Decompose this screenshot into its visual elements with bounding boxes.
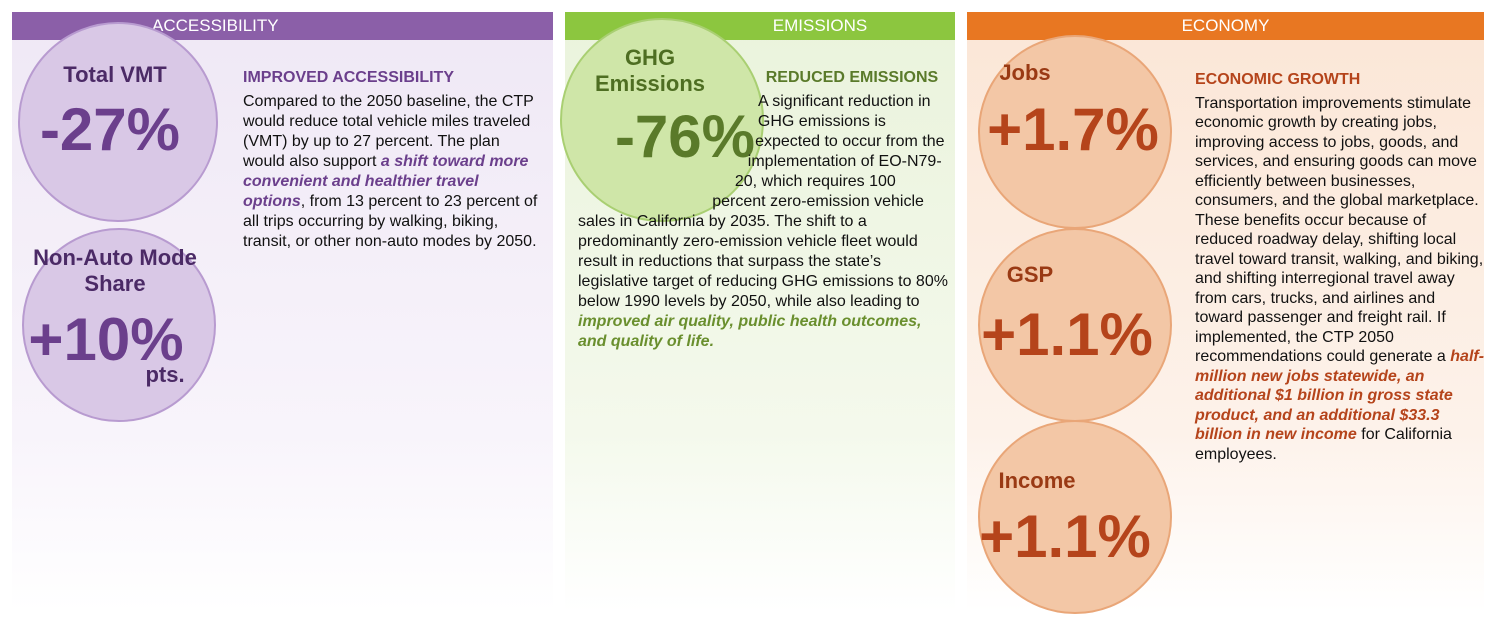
stat-circle: [560, 18, 764, 222]
stat-unit: pts.: [145, 362, 185, 387]
stat-label: Non-Auto Mode Share: [33, 245, 197, 296]
stat-label: GHG Emissions: [594, 45, 706, 96]
body-text: , from 13 percent to 23 percent of all t…: [243, 193, 538, 250]
stat-circle: [978, 228, 1172, 422]
body-text: Transportation improvements stimulate ec…: [1195, 94, 1484, 366]
body-text: for California employees.: [1195, 426, 1452, 463]
stat-label: Jobs: [999, 60, 1051, 85]
body-text: Compared to the 2050 baseline, the CTP w…: [243, 93, 534, 170]
panel-heading: REDUCED EMISSIONS: [765, 69, 939, 86]
stat-value: -76%: [614, 103, 756, 170]
stat-value: -27%: [39, 96, 181, 163]
panel-header: ECONOMY: [967, 12, 1484, 40]
panel-text: IMPROVED ACCESSIBILITY Compared to the 2…: [243, 68, 543, 252]
body-emphasis: half-million new jobs statewide, an addi…: [1195, 348, 1485, 443]
stat-label: GSP: [1006, 262, 1054, 287]
stat-circle: [18, 22, 218, 222]
body-emphasis: a shift toward more convenient and healt…: [243, 153, 529, 210]
stat-circle: [22, 228, 216, 422]
body-text: A significant reduction in GHG emissions…: [578, 93, 948, 310]
body-emphasis: improved air quality, public health outc…: [578, 313, 922, 350]
stat-circle: [978, 35, 1172, 229]
stat-circle: [978, 420, 1172, 614]
panel-heading: ECONOMIC GROWTH: [1195, 71, 1361, 88]
stat-value: +10%: [28, 306, 184, 373]
stat-value: +1.1%: [979, 503, 1151, 570]
stat-label: Income: [998, 468, 1076, 493]
panel-text: REDUCED EMISSIONS A significant reductio…: [578, 68, 948, 352]
panel-text: ECONOMIC GROWTH Transportation improveme…: [1195, 70, 1485, 464]
stat-value: +1.7%: [987, 96, 1159, 163]
panel-heading: IMPROVED ACCESSIBILITY: [243, 69, 454, 86]
stat-label: Total VMT: [63, 62, 167, 87]
stat-value: +1.1%: [981, 301, 1153, 368]
